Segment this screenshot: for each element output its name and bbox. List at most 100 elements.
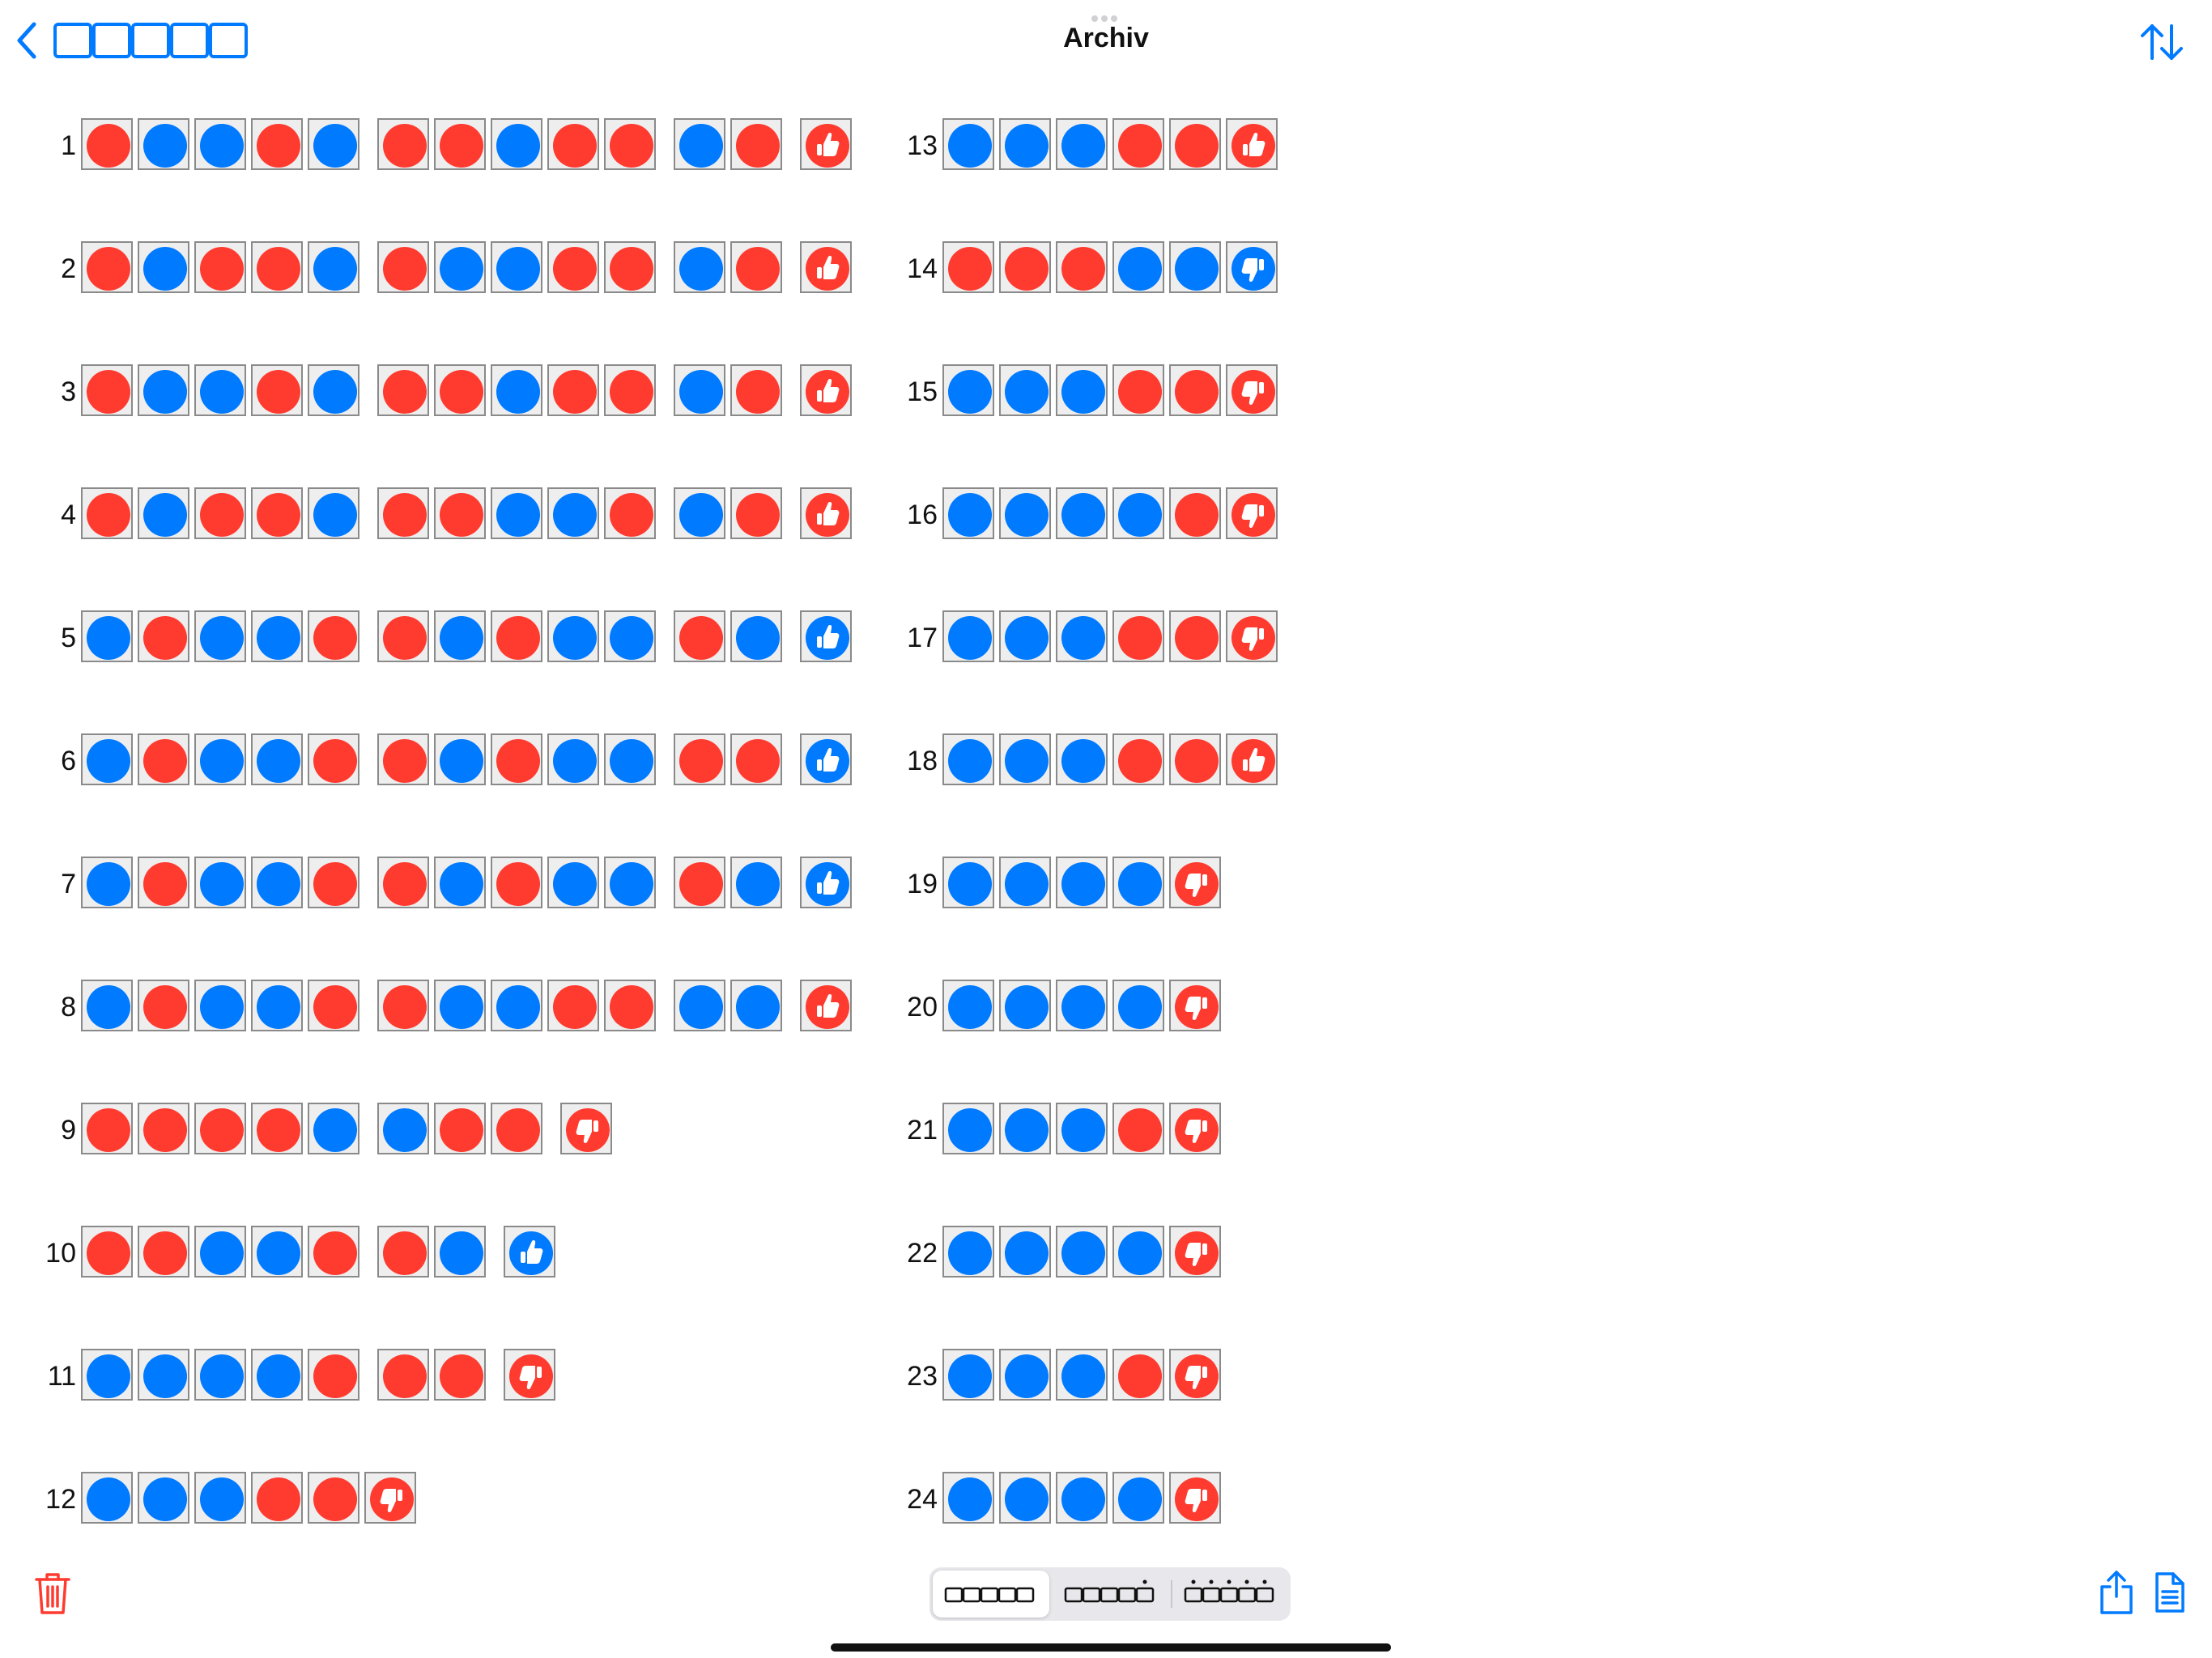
archive-row[interactable]: 3 xyxy=(31,364,852,421)
round-cell xyxy=(194,241,246,293)
archive-row[interactable]: 19 xyxy=(892,857,1702,913)
archive-row[interactable]: 7 xyxy=(31,857,852,913)
round-cell xyxy=(1169,733,1221,785)
round-cell xyxy=(251,980,303,1031)
round-cell xyxy=(1112,364,1164,416)
round-cell xyxy=(81,1103,133,1154)
red-dot xyxy=(1118,616,1162,660)
share-button[interactable] xyxy=(2099,1569,2134,1616)
round-cell xyxy=(194,1349,246,1401)
blue-dot xyxy=(948,1231,992,1275)
thumbs-down-icon xyxy=(1231,370,1275,414)
blue-dot xyxy=(1005,124,1049,168)
round-cell xyxy=(491,857,542,908)
archive-row[interactable]: 15 xyxy=(892,364,1702,421)
round-cell xyxy=(547,857,599,908)
red-dot xyxy=(948,247,992,291)
archive-row[interactable]: 22 xyxy=(892,1226,1702,1282)
archive-row[interactable]: 4 xyxy=(31,487,852,544)
red-dot xyxy=(143,985,187,1029)
blue-dot xyxy=(553,739,597,783)
segment-squares-one-dot[interactable] xyxy=(1053,1571,1169,1618)
red-dot xyxy=(143,739,187,783)
round-cell xyxy=(434,857,486,908)
result-cell xyxy=(1226,241,1278,293)
archive-row[interactable]: 21 xyxy=(892,1103,1702,1159)
view-mode-segmented-control[interactable] xyxy=(929,1567,1291,1621)
round-cell xyxy=(251,118,303,170)
archive-row[interactable]: 20 xyxy=(892,980,1702,1036)
archive-row[interactable]: 18 xyxy=(892,733,1702,790)
archive-row[interactable]: 6 xyxy=(31,733,852,790)
squares-one-dot-icon xyxy=(1064,1579,1155,1603)
blue-dot xyxy=(87,1477,130,1521)
archive-row[interactable]: 2 xyxy=(31,241,852,298)
archive-row[interactable]: 16 xyxy=(892,487,1702,544)
row-number: 18 xyxy=(907,746,938,776)
red-dot xyxy=(1118,124,1162,168)
round-cell xyxy=(1112,1472,1164,1524)
back-button[interactable] xyxy=(15,19,249,62)
blue-dot xyxy=(440,862,483,906)
round-cell xyxy=(730,733,782,785)
archive-row[interactable]: 1 xyxy=(31,118,852,175)
blue-dot xyxy=(200,370,244,414)
archive-row[interactable]: 5 xyxy=(31,610,852,667)
archive-row[interactable]: 13 xyxy=(892,118,1702,175)
blue-dot xyxy=(143,370,187,414)
archive-row[interactable]: 24 xyxy=(892,1472,1702,1528)
blue-dot xyxy=(440,247,483,291)
blue-dot xyxy=(1061,1231,1105,1275)
round-cell xyxy=(434,364,486,416)
delete-button[interactable] xyxy=(34,1571,71,1616)
round-cell xyxy=(308,733,359,785)
round-cell xyxy=(377,857,429,908)
drag-handle-icon[interactable] xyxy=(1090,11,1122,22)
sort-button[interactable] xyxy=(2138,18,2186,66)
round-cell xyxy=(308,1103,359,1154)
archive-row[interactable]: 10 xyxy=(31,1226,840,1282)
red-dot xyxy=(610,247,653,291)
archive-row[interactable]: 12 xyxy=(31,1472,840,1528)
archive-row[interactable]: 9 xyxy=(31,1103,840,1159)
red-dot xyxy=(143,1231,187,1275)
round-cell xyxy=(81,118,133,170)
archive-row[interactable]: 23 xyxy=(892,1349,1702,1405)
round-cell xyxy=(674,364,725,416)
red-dot xyxy=(383,739,427,783)
thumbs-down-icon xyxy=(370,1477,414,1521)
blue-dot xyxy=(257,616,300,660)
round-cell xyxy=(434,1349,486,1401)
blue-dot xyxy=(948,1354,992,1398)
round-cell xyxy=(81,241,133,293)
round-cell xyxy=(730,857,782,908)
segment-squares[interactable] xyxy=(933,1571,1049,1618)
round-cell xyxy=(1056,241,1108,293)
result-cell xyxy=(1226,118,1278,170)
red-dot xyxy=(1118,1108,1162,1152)
round-cell xyxy=(377,364,429,416)
row-number: 10 xyxy=(45,1238,76,1269)
archive-row[interactable]: 17 xyxy=(892,610,1702,667)
blue-dot xyxy=(1005,1354,1049,1398)
archive-row[interactable]: 11 xyxy=(31,1349,840,1405)
round-cell xyxy=(1112,487,1164,539)
blue-dot xyxy=(1005,1477,1049,1521)
round-cell xyxy=(491,487,542,539)
round-cell xyxy=(1056,733,1108,785)
red-dot xyxy=(383,862,427,906)
round-cell xyxy=(1112,118,1164,170)
segment-squares-five-dots[interactable] xyxy=(1172,1571,1287,1618)
blue-dot xyxy=(200,1231,244,1275)
document-button[interactable] xyxy=(2154,1571,2186,1614)
blue-dot xyxy=(1118,247,1162,291)
blue-dot xyxy=(1061,1477,1105,1521)
thumbs-up-icon xyxy=(806,370,849,414)
red-dot xyxy=(610,370,653,414)
blue-dot xyxy=(496,493,540,537)
result-cell xyxy=(1169,1349,1221,1401)
archive-row[interactable]: 14 xyxy=(892,241,1702,298)
red-dot xyxy=(313,985,357,1029)
red-dot xyxy=(1005,247,1049,291)
archive-row[interactable]: 8 xyxy=(31,980,852,1036)
